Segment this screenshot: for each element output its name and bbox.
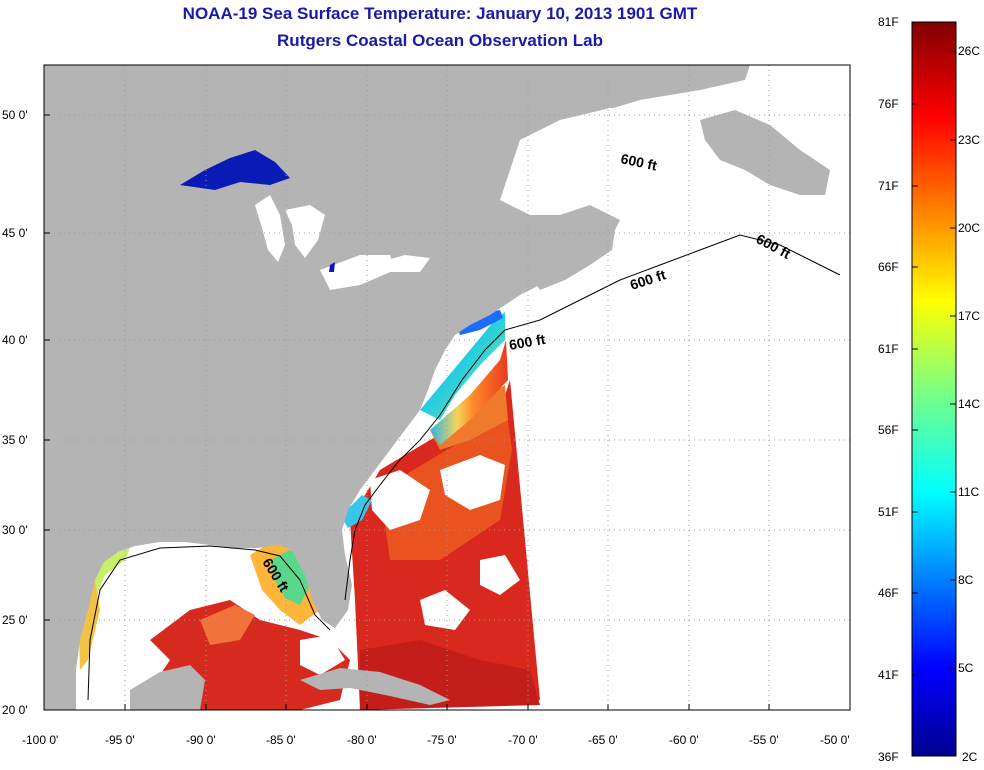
lon-tick-label: -50 0' [820, 733, 850, 747]
colorbar-f-label: 76F [878, 97, 899, 111]
colorbar [911, 21, 957, 757]
colorbar-f-label: 51F [878, 505, 899, 519]
colorbar-c-label: 14C [958, 397, 981, 411]
great-lakes [180, 150, 430, 290]
map-title: NOAA-19 Sea Surface Temperature: January… [182, 4, 698, 23]
axis-ticks [43, 114, 851, 710]
colorbar-f-label: 36F [878, 750, 899, 764]
lat-tick-label: 25 0' [2, 613, 28, 627]
lon-tick-label: -85 0' [266, 733, 296, 747]
lat-tick-label: 45 0' [2, 226, 28, 240]
lat-tick-label: 40 0' [2, 333, 28, 347]
lat-tick-label: 30 0' [2, 523, 28, 537]
colorbar-c-label: 8C [958, 573, 974, 587]
contour-label: 600 ft [619, 150, 658, 173]
lat-tick-label: 50 0' [2, 108, 28, 122]
map-subtitle: Rutgers Coastal Ocean Observation Lab [277, 31, 603, 50]
colorbar-c-label: 5C [958, 661, 974, 675]
contour-label: 600 ft [508, 331, 547, 353]
colorbar-c-label: 2C [962, 750, 978, 764]
colorbar-f-label: 61F [878, 342, 899, 356]
colorbar-f-label: 71F [878, 179, 899, 193]
gulf-of-st-lawrence [560, 108, 700, 222]
lon-tick-label: -80 0' [347, 733, 377, 747]
colorbar-c-label: 17C [958, 309, 981, 323]
colorbar-c-label: 11C [958, 485, 980, 499]
lon-tick-label: -55 0' [749, 733, 779, 747]
lon-tick-label: -60 0' [669, 733, 699, 747]
lon-tick-label: -65 0' [588, 733, 618, 747]
land [44, 65, 830, 710]
lon-tick-label: -70 0' [508, 733, 538, 747]
lon-tick-label: -90 0' [186, 733, 216, 747]
colorbar-f-label: 41F [878, 668, 899, 682]
colorbar-f-label: 81F [878, 15, 899, 29]
lon-tick-label: -75 0' [427, 733, 457, 747]
colorbar-c-label: 26C [958, 44, 981, 58]
lon-tick-label: -95 0' [105, 733, 135, 747]
colorbar-f-label: 66F [878, 260, 899, 274]
colorbar-c-label: 20C [958, 221, 981, 235]
colorbar-c-label: 23C [958, 133, 981, 147]
lat-tick-label: 35 0' [2, 433, 28, 447]
lon-tick-label: -100 0' [22, 733, 59, 747]
colorbar-ticks [912, 50, 956, 676]
colorbar-f-label: 56F [878, 423, 899, 437]
lat-tick-label: 20 0' [2, 703, 28, 717]
colorbar-f-label: 46F [878, 586, 899, 600]
sst-field [78, 310, 540, 710]
